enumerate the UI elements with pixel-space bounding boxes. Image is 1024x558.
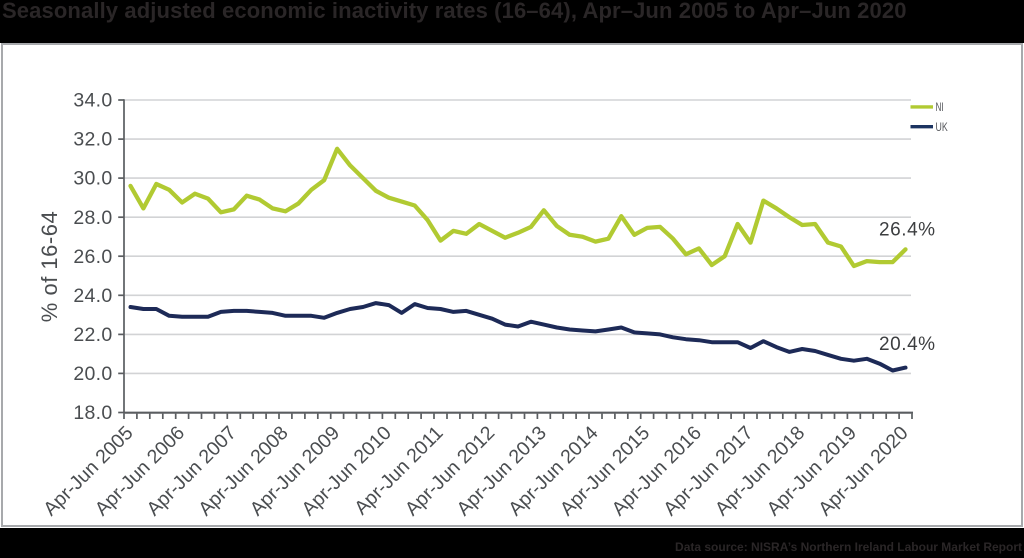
svg-text:Apr-Jun 2007: Apr-Jun 2007 — [142, 422, 240, 520]
svg-text:20.4%: 20.4% — [879, 334, 936, 355]
svg-text:Apr-Jun 2005: Apr-Jun 2005 — [39, 422, 137, 520]
svg-text:Apr-Jun 2006: Apr-Jun 2006 — [91, 422, 189, 520]
svg-text:18.0: 18.0 — [73, 402, 112, 424]
svg-text:Apr-Jun 2020: Apr-Jun 2020 — [814, 422, 912, 520]
svg-text:32.0: 32.0 — [73, 129, 112, 151]
svg-text:26.0: 26.0 — [73, 246, 112, 268]
svg-text:Apr-Jun 2010: Apr-Jun 2010 — [297, 422, 395, 520]
svg-text:UK: UK — [936, 122, 948, 134]
svg-text:22.0: 22.0 — [73, 324, 112, 346]
svg-text:34.0: 34.0 — [73, 90, 112, 112]
svg-text:Apr-Jun 2019: Apr-Jun 2019 — [763, 422, 861, 520]
svg-text:28.0: 28.0 — [73, 207, 112, 229]
svg-text:24.0: 24.0 — [73, 285, 112, 307]
svg-text:Apr-Jun 2008: Apr-Jun 2008 — [194, 422, 292, 520]
svg-text:Apr-Jun 2014: Apr-Jun 2014 — [504, 422, 602, 520]
svg-text:Apr-Jun 2013: Apr-Jun 2013 — [452, 422, 550, 520]
svg-text:NI: NI — [936, 102, 944, 114]
svg-text:% of 16-64: % of 16-64 — [37, 211, 62, 322]
svg-text:Apr-Jun 2017: Apr-Jun 2017 — [659, 422, 757, 520]
svg-text:Apr-Jun 2015: Apr-Jun 2015 — [556, 422, 654, 520]
svg-text:Apr-Jun 2009: Apr-Jun 2009 — [246, 422, 344, 520]
svg-text:30.0: 30.0 — [73, 168, 112, 190]
svg-text:Apr-Jun 2016: Apr-Jun 2016 — [608, 422, 706, 520]
svg-text:26.4%: 26.4% — [879, 220, 936, 241]
svg-text:20.0: 20.0 — [73, 363, 112, 385]
svg-text:Apr-Jun 2018: Apr-Jun 2018 — [711, 422, 809, 520]
svg-text:Apr-Jun 2012: Apr-Jun 2012 — [401, 422, 499, 520]
